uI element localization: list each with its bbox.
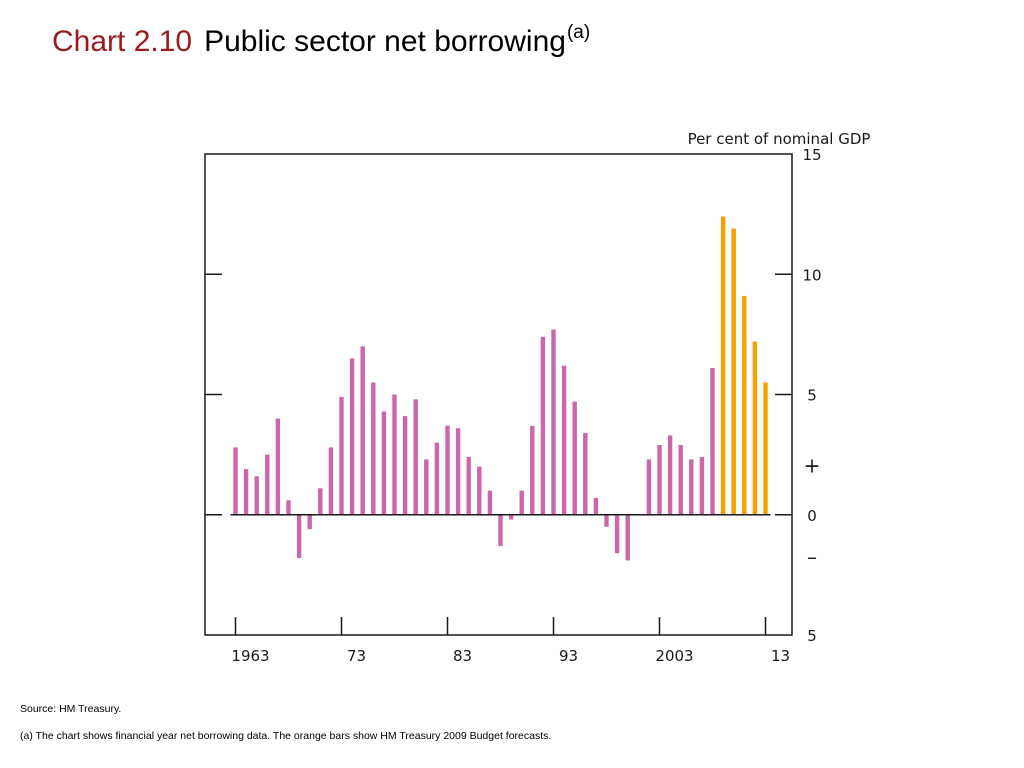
plot-frame — [204, 153, 793, 636]
bar-outturn — [498, 514, 503, 547]
footnote: (a) The chart shows financial year net b… — [20, 730, 552, 742]
chart-number: Chart 2.10 — [52, 25, 193, 58]
bar-forecast — [742, 295, 747, 515]
bar-outturn — [349, 358, 355, 515]
plot-border — [204, 153, 793, 636]
bar-outturn — [477, 466, 482, 515]
x-tick-label: 73 — [347, 647, 366, 665]
bar-outturn — [699, 457, 705, 515]
bar-outturn — [402, 416, 408, 515]
y-tick-label: + — [804, 454, 821, 478]
x-tick-label: 93 — [559, 647, 578, 665]
bar-outturn — [561, 365, 567, 515]
bar-forecast — [731, 228, 736, 515]
bar-outturn — [710, 368, 715, 515]
bar-outturn — [689, 459, 694, 515]
axis-overlay: 15 10 5 +0 – 5 1963 73 83 93 2003 13 — [205, 146, 822, 665]
x-tick-label: 2003 — [655, 647, 693, 665]
bar-outturn — [360, 346, 365, 515]
bar-outturn — [604, 514, 609, 527]
y-tick-label: 0 — [807, 507, 817, 525]
y-tick-label: 15 — [802, 146, 821, 164]
chart-title-text: Public sector net borrowing — [204, 25, 566, 58]
bar-outturn — [318, 488, 323, 515]
bar-outturn — [233, 447, 238, 515]
bar-outturn — [275, 418, 281, 515]
bar-outturn — [296, 514, 302, 559]
bar-outturn — [424, 459, 429, 515]
y-tick-label: 10 — [802, 266, 821, 284]
bar-forecast — [720, 216, 726, 515]
bar-outturn — [339, 396, 344, 515]
bar-forecast — [763, 382, 768, 515]
bar-outturn — [657, 445, 662, 515]
x-tick-label: 13 — [771, 647, 790, 665]
bar-outturn — [371, 382, 376, 515]
bar-outturn — [519, 490, 524, 515]
bar-outturn — [381, 411, 387, 515]
bar-outturn — [487, 490, 493, 515]
bar-outturn — [307, 514, 312, 530]
bar-outturn — [466, 457, 471, 515]
bar-outturn — [530, 425, 535, 515]
y-axis-unit-label: Per cent of nominal GDP — [688, 130, 871, 148]
title-footnote-marker: (a) — [566, 22, 591, 43]
y-tick-label: – — [807, 545, 817, 569]
bar-outturn — [625, 514, 630, 561]
source-note: Source: HM Treasury. — [20, 703, 122, 715]
chart-title: Chart 2.10 Public sector net borrowing(a) — [52, 22, 590, 59]
bar-outturn — [646, 459, 652, 515]
bar-outturn — [286, 500, 291, 515]
bar-outturn — [445, 425, 450, 515]
bar-outturn — [392, 394, 397, 515]
bar-outturn — [508, 514, 514, 520]
x-tick-label: 83 — [453, 647, 472, 665]
y-tick-label: 5 — [807, 627, 817, 645]
bar-outturn — [243, 469, 249, 515]
bar-outturn — [551, 329, 556, 515]
bars-group — [233, 216, 768, 561]
bar-outturn — [254, 476, 259, 515]
bar-outturn — [540, 336, 546, 515]
bar-outturn — [667, 435, 673, 515]
bar-outturn — [583, 432, 588, 515]
y-tick-label: 5 — [807, 387, 817, 405]
bar-outturn — [593, 497, 599, 515]
bar-outturn — [328, 447, 334, 515]
bar-outturn — [413, 399, 418, 515]
bar-outturn — [455, 428, 461, 515]
bar-outturn — [434, 442, 440, 515]
bar-outturn — [678, 445, 683, 515]
bar-outturn — [265, 454, 270, 515]
bar-outturn — [614, 514, 620, 554]
x-tick-label: 1963 — [231, 647, 269, 665]
bar-outturn — [572, 401, 577, 515]
bar-forecast — [752, 341, 758, 515]
